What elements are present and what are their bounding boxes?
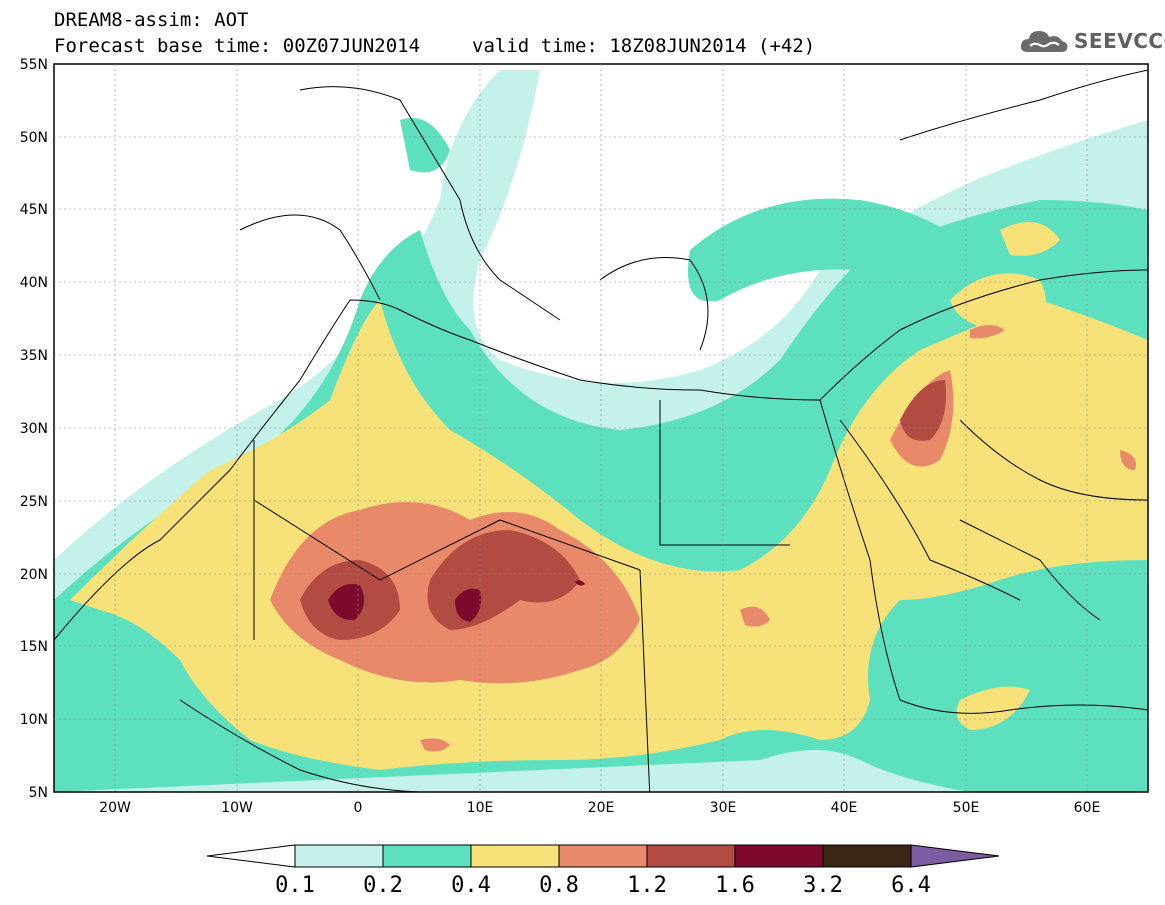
colorbar-swatch — [646, 844, 736, 868]
colorbar-tick-label: 1.2 — [627, 873, 667, 898]
lat-label: 30N — [20, 421, 48, 437]
lon-label: 20E — [588, 800, 615, 816]
colorbar: 0.1 0.2 0.4 0.8 1.2 1.6 3.2 6.4 — [206, 844, 1000, 898]
colorbar-under-triangle — [206, 844, 296, 868]
lat-label: 40N — [20, 275, 48, 291]
logo-text: SEEVCCC — [1074, 29, 1165, 53]
chart-title: DREAM8-assim: AOT — [54, 9, 249, 31]
colorbar-tick-label: 0.4 — [451, 873, 491, 898]
lat-label: 5N — [29, 785, 48, 801]
aot-band-1.6-3.2 — [328, 580, 585, 622]
colorbar-swatch — [294, 844, 384, 868]
colorbar-swatch — [470, 844, 560, 868]
lat-label: 55N — [20, 57, 48, 73]
longitude-labels: 20W 10W 0 10E 20E 30E 40E 50E 60E — [99, 800, 1100, 816]
lon-label: 50E — [953, 800, 980, 816]
lon-label: 10W — [221, 800, 253, 816]
lon-label: 20W — [99, 800, 131, 816]
colorbar-tick-label: 0.1 — [275, 873, 315, 898]
colorbar-swatch — [822, 844, 912, 868]
time-info: Forecast base time: 00Z07JUN2014 valid ti… — [54, 36, 815, 56]
colorbar-tick-label: 1.6 — [715, 873, 755, 898]
colorbar-swatch — [734, 844, 824, 868]
valid-time-label: valid time: 18Z08JUN2014 (+42) — [472, 35, 816, 57]
colorbar-over-triangle — [910, 844, 1000, 868]
cloud-icon — [1020, 31, 1068, 52]
colorbar-tick-label: 6.4 — [891, 873, 931, 898]
colorbar-tick-label: 0.8 — [539, 873, 579, 898]
lon-label: 60E — [1074, 800, 1101, 816]
lon-label: 40E — [831, 800, 858, 816]
graticule — [54, 64, 1148, 792]
latitude-labels: 55N 50N 45N 40N 35N 30N 25N 20N 15N 10N … — [20, 57, 48, 801]
coastlines — [54, 69, 1148, 792]
seevccc-logo: SEEVCCC — [1018, 26, 1165, 56]
colorbar-swatch — [382, 844, 472, 868]
base-time-label: Forecast base time: 00Z07JUN2014 — [54, 35, 421, 57]
lon-label: 0 — [354, 800, 363, 816]
lat-label: 15N — [20, 639, 48, 655]
lat-label: 45N — [20, 202, 48, 218]
lon-label: 30E — [710, 800, 737, 816]
lat-label: 50N — [20, 130, 48, 146]
colorbar-tick-label: 3.2 — [803, 873, 843, 898]
lat-label: 10N — [20, 712, 48, 728]
lat-label: 35N — [20, 348, 48, 364]
colorbar-swatch — [558, 844, 648, 868]
colorbar-tick-label: 0.2 — [363, 873, 403, 898]
lat-label: 20N — [20, 567, 48, 583]
lon-label: 10E — [467, 800, 494, 816]
lat-label: 25N — [20, 494, 48, 510]
